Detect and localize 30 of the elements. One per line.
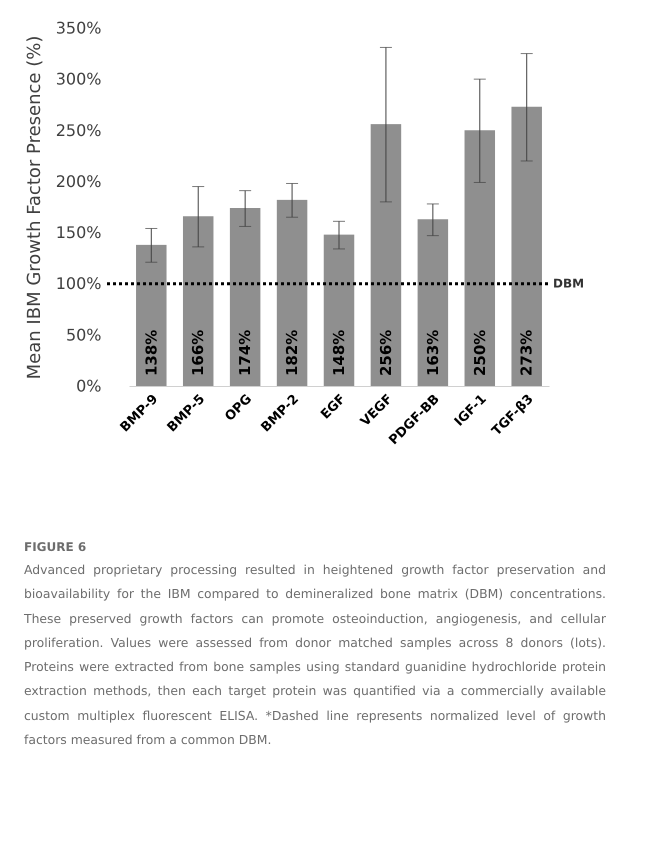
bar	[324, 234, 354, 386]
text: Advanced proprietary processing resulted in heightened growth factor preservation and bioavailability for the IBM compared to demineralized bone matrix (DBM) concentrations. These preserved growth factors can promote osteoinduction, angiogenesis, and cellular proliferation. Values were assessed from donor matched samples across 8 donors (lots). Proteins were extracted from bone samples using standard guanidine hydrochloride protein extraction methods, then each target protein was quantified via a commercially available custom multiplex fluorescent ELISA. *Dashed line represents normalized level of growth factors measured from a common DBM.	[24, 561, 606, 750]
y-tick-label: 50%	[66, 325, 102, 344]
bar	[370, 124, 402, 386]
y-tick-label: 300%	[56, 70, 102, 89]
bar	[511, 106, 542, 386]
y-tick-label: 250%	[56, 120, 102, 140]
caption: FIGURE 6	[24, 540, 88, 554]
bar	[464, 130, 496, 386]
bar	[276, 200, 308, 386]
data-label: 174%	[236, 330, 254, 376]
data-label: 148%	[330, 330, 348, 376]
data-label: 250%	[470, 330, 489, 376]
data-label: 166%	[189, 330, 208, 376]
data-label: 163%	[424, 330, 442, 376]
data-label: 138%	[142, 330, 160, 376]
y-axis-title: Mean IBM Growth Factor Presence (%)	[24, 36, 45, 380]
y-tick-label: 150%	[56, 223, 102, 242]
bar	[230, 208, 260, 386]
y-tick-label: 350%	[56, 18, 102, 38]
bar	[182, 216, 214, 386]
y-tick-label: 100%	[56, 274, 102, 294]
ref-line-label: DBM	[553, 276, 584, 291]
bar	[136, 244, 167, 386]
y-tick-label: 0%	[76, 376, 102, 396]
bar	[418, 219, 448, 386]
data-label: 273%	[518, 330, 536, 376]
data-label: 256%	[376, 330, 395, 376]
y-tick-label: 200%	[56, 172, 102, 191]
data-label: 182%	[283, 330, 302, 376]
